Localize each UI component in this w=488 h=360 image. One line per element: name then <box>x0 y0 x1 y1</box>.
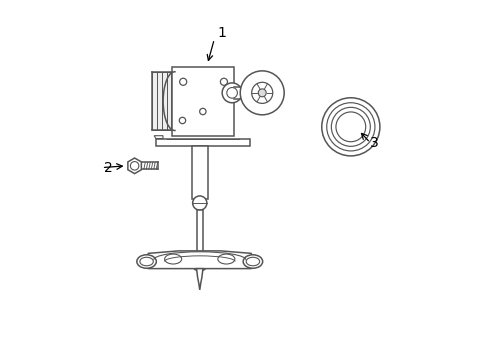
Circle shape <box>331 107 369 146</box>
Polygon shape <box>144 251 254 269</box>
Bar <box>152 72 156 130</box>
Circle shape <box>179 78 186 85</box>
Circle shape <box>199 108 205 115</box>
Ellipse shape <box>137 255 156 268</box>
Text: 1: 1 <box>217 26 225 40</box>
Bar <box>167 72 171 130</box>
Circle shape <box>222 83 242 103</box>
Polygon shape <box>196 269 203 290</box>
Bar <box>171 67 233 136</box>
Circle shape <box>130 162 139 170</box>
Circle shape <box>179 117 185 124</box>
Ellipse shape <box>243 255 262 268</box>
Text: 2: 2 <box>103 161 112 175</box>
Circle shape <box>240 71 284 115</box>
Bar <box>192 145 207 199</box>
Circle shape <box>226 87 237 98</box>
Bar <box>162 72 166 130</box>
Bar <box>197 210 202 256</box>
Bar <box>157 72 161 130</box>
Circle shape <box>321 98 379 156</box>
Circle shape <box>192 196 206 210</box>
Circle shape <box>326 103 374 151</box>
Circle shape <box>258 89 265 97</box>
Circle shape <box>335 112 365 142</box>
Ellipse shape <box>164 254 182 264</box>
Circle shape <box>195 259 203 267</box>
Text: 3: 3 <box>369 136 378 150</box>
Polygon shape <box>154 136 163 139</box>
Circle shape <box>220 78 227 85</box>
Bar <box>156 139 249 145</box>
Polygon shape <box>127 158 141 174</box>
Ellipse shape <box>245 257 259 266</box>
Ellipse shape <box>140 257 153 266</box>
Circle shape <box>251 82 272 103</box>
Circle shape <box>192 256 207 271</box>
Ellipse shape <box>217 254 234 264</box>
